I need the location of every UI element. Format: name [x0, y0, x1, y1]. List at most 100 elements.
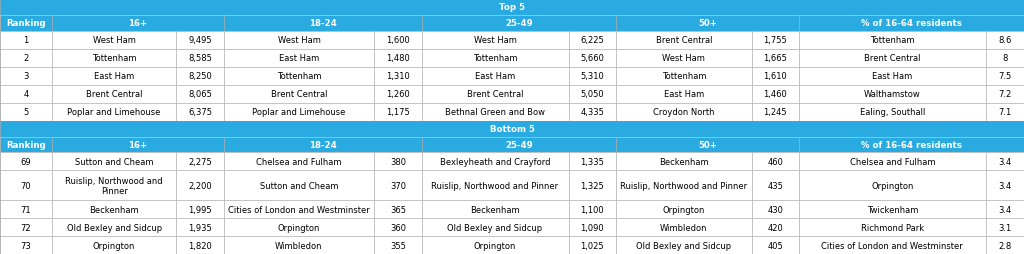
Bar [224, 218, 374, 236]
Bar [224, 103, 374, 121]
Bar [0, 85, 52, 103]
Bar [52, 68, 176, 85]
Text: 1,025: 1,025 [581, 241, 604, 249]
Bar [176, 218, 224, 236]
Bar [616, 153, 752, 171]
Text: 73: 73 [20, 241, 32, 249]
Bar [568, 218, 616, 236]
Text: 16+: 16+ [128, 19, 147, 28]
Bar [616, 68, 752, 85]
Text: 2: 2 [24, 54, 29, 63]
Bar [224, 171, 374, 200]
Text: Cities of London and Westminster: Cities of London and Westminster [228, 205, 370, 214]
Text: Brent Central: Brent Central [655, 36, 712, 45]
Bar [0, 200, 52, 218]
Text: 3.4: 3.4 [998, 181, 1012, 190]
Bar [0, 121, 1024, 137]
Text: Ranking: Ranking [6, 140, 46, 149]
Bar [374, 85, 422, 103]
Text: Poplar and Limehouse: Poplar and Limehouse [252, 108, 346, 117]
Bar [616, 50, 752, 68]
Text: Orpington: Orpington [663, 205, 705, 214]
Bar [0, 0, 1024, 16]
Bar [799, 85, 985, 103]
Text: Croydon North: Croydon North [653, 108, 715, 117]
Text: Brent Central: Brent Central [864, 54, 921, 63]
Bar [52, 85, 176, 103]
Text: 18-24: 18-24 [309, 19, 337, 28]
Bar [422, 16, 616, 31]
Text: Ruislip, Northwood and
Pinner: Ruislip, Northwood and Pinner [66, 176, 163, 195]
Text: 71: 71 [20, 205, 32, 214]
Text: Bottom 5: Bottom 5 [489, 125, 535, 134]
Bar [568, 171, 616, 200]
Text: West Ham: West Ham [93, 36, 135, 45]
Bar [752, 68, 799, 85]
Bar [985, 103, 1024, 121]
Text: 380: 380 [390, 157, 406, 166]
Text: 4,335: 4,335 [581, 108, 604, 117]
Text: Tottenham: Tottenham [92, 54, 136, 63]
Text: 1,245: 1,245 [764, 108, 787, 117]
Text: 6,375: 6,375 [188, 108, 212, 117]
Bar [0, 171, 52, 200]
Bar [374, 31, 422, 50]
Text: 1,610: 1,610 [764, 72, 787, 81]
Bar [224, 85, 374, 103]
Text: 1,460: 1,460 [764, 90, 787, 99]
Bar [616, 16, 799, 31]
Bar [374, 218, 422, 236]
Text: 2,200: 2,200 [188, 181, 212, 190]
Text: Beckenham: Beckenham [659, 157, 709, 166]
Bar [374, 153, 422, 171]
Text: 5,660: 5,660 [581, 54, 604, 63]
Bar [752, 200, 799, 218]
Text: Wimbledon: Wimbledon [275, 241, 323, 249]
Bar [799, 200, 985, 218]
Text: Beckenham: Beckenham [89, 205, 139, 214]
Bar [799, 103, 985, 121]
Text: % of 16-64 residents: % of 16-64 residents [861, 140, 962, 149]
Bar [616, 103, 752, 121]
Bar [422, 218, 568, 236]
Text: Ruislip, Northwood and Pinner: Ruislip, Northwood and Pinner [431, 181, 559, 190]
Bar [799, 68, 985, 85]
Bar [176, 103, 224, 121]
Bar [52, 16, 224, 31]
Text: Chelsea and Fulham: Chelsea and Fulham [256, 157, 342, 166]
Bar [0, 50, 52, 68]
Text: 1,310: 1,310 [386, 72, 410, 81]
Text: Brent Central: Brent Central [270, 90, 328, 99]
Text: 2,275: 2,275 [188, 157, 212, 166]
Text: 8,585: 8,585 [188, 54, 212, 63]
Text: 72: 72 [20, 223, 32, 232]
Bar [568, 85, 616, 103]
Bar [568, 50, 616, 68]
Text: Chelsea and Fulham: Chelsea and Fulham [850, 157, 935, 166]
Bar [224, 137, 422, 153]
Bar [985, 68, 1024, 85]
Bar [568, 153, 616, 171]
Text: 435: 435 [767, 181, 783, 190]
Bar [985, 218, 1024, 236]
Text: 365: 365 [390, 205, 406, 214]
Text: Old Bexley and Sidcup: Old Bexley and Sidcup [67, 223, 162, 232]
Text: Sutton and Cheam: Sutton and Cheam [75, 157, 154, 166]
Text: Tottenham: Tottenham [870, 36, 914, 45]
Bar [422, 153, 568, 171]
Bar [616, 171, 752, 200]
Text: 1,325: 1,325 [581, 181, 604, 190]
Bar [0, 137, 52, 153]
Bar [0, 236, 52, 254]
Text: 1,935: 1,935 [188, 223, 212, 232]
Bar [52, 153, 176, 171]
Bar [224, 68, 374, 85]
Text: East Ham: East Ham [279, 54, 319, 63]
Bar [224, 16, 422, 31]
Text: Old Bexley and Sidcup: Old Bexley and Sidcup [636, 241, 731, 249]
Text: 25-49: 25-49 [505, 19, 532, 28]
Bar [422, 236, 568, 254]
Text: Orpington: Orpington [474, 241, 516, 249]
Text: Beckenham: Beckenham [470, 205, 520, 214]
Text: Twickenham: Twickenham [866, 205, 918, 214]
